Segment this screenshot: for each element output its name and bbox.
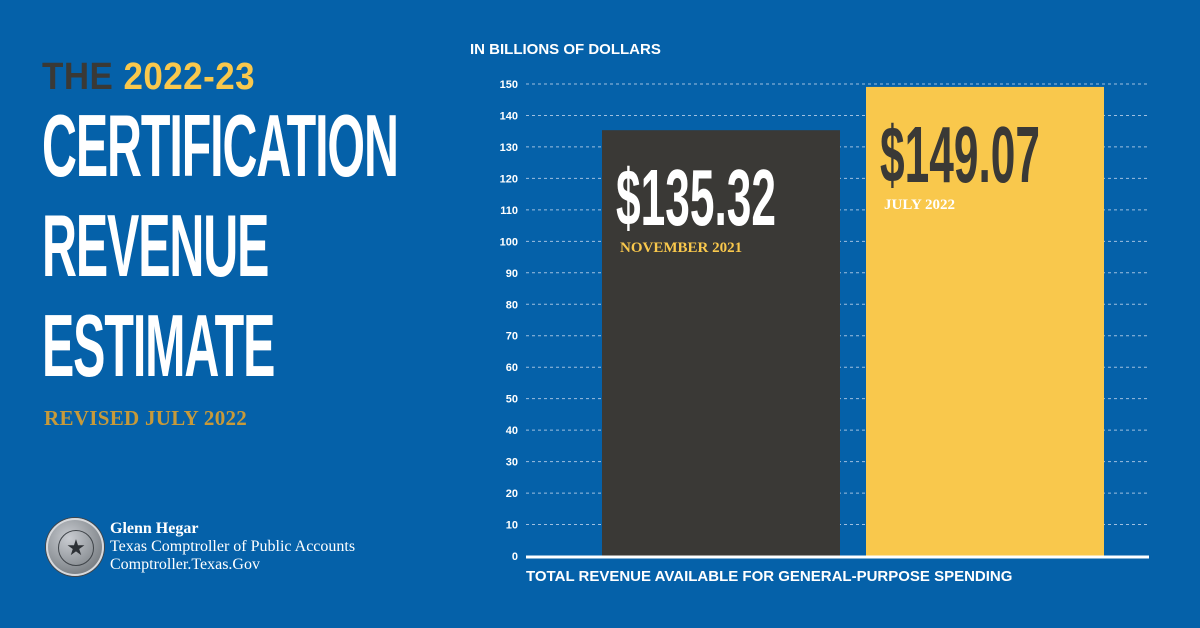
y-tick-label: 90	[506, 268, 518, 280]
headline-line-3: ESTIMATE	[42, 296, 275, 395]
y-tick-label: 0	[512, 551, 518, 563]
y-tick-label: 100	[500, 236, 518, 248]
y-tick-label: 80	[506, 299, 518, 311]
bar	[866, 86, 1104, 557]
y-tick-label: 40	[506, 425, 518, 437]
y-tick-label: 60	[506, 362, 518, 374]
y-tick-label: 130	[500, 142, 518, 154]
bar-period-label: JULY 2022	[884, 197, 955, 213]
credit-site[interactable]: Comptroller.Texas.Gov	[110, 556, 260, 573]
x-axis-label: TOTAL REVENUE AVAILABLE FOR GENERAL-PURP…	[526, 568, 1013, 585]
y-tick-label: 120	[500, 173, 518, 185]
kicker: THE 2022-23	[42, 58, 392, 96]
kicker-the: THE	[42, 56, 114, 98]
y-tick-label: 10	[506, 520, 518, 532]
bar-value-label: $149.07	[880, 110, 1040, 199]
credit-block: Glenn Hegar Texas Comptroller of Public …	[110, 520, 355, 574]
y-tick-label: 150	[500, 79, 518, 91]
comptroller-seal-icon: ★	[46, 518, 104, 576]
credit-office: Texas Comptroller of Public Accounts	[110, 538, 356, 555]
headline-line-2: REVENUE	[42, 196, 269, 295]
y-tick-label: 70	[506, 331, 518, 343]
x-axis-baseline	[526, 555, 1149, 559]
y-tick-label: 30	[506, 457, 518, 469]
kicker-year: 2022-23	[123, 56, 256, 98]
credit-name: Glenn Hegar	[110, 520, 199, 537]
bar	[602, 130, 840, 557]
bar-period-label: NOVEMBER 2021	[620, 240, 742, 256]
title-block: THE 2022-23 CERTIFICATION REVENUE ESTIMA…	[42, 58, 422, 404]
star-icon: ★	[58, 530, 94, 566]
y-tick-label: 20	[506, 488, 518, 500]
revised-label: REVISED JULY 2022	[44, 406, 248, 430]
y-axis-label: IN BILLIONS OF DOLLARS	[470, 41, 661, 58]
y-tick-label: 50	[506, 394, 518, 406]
y-tick-label: 110	[500, 205, 518, 217]
bar-value-label: $135.32	[616, 153, 776, 242]
y-tick-label: 140	[500, 110, 518, 122]
